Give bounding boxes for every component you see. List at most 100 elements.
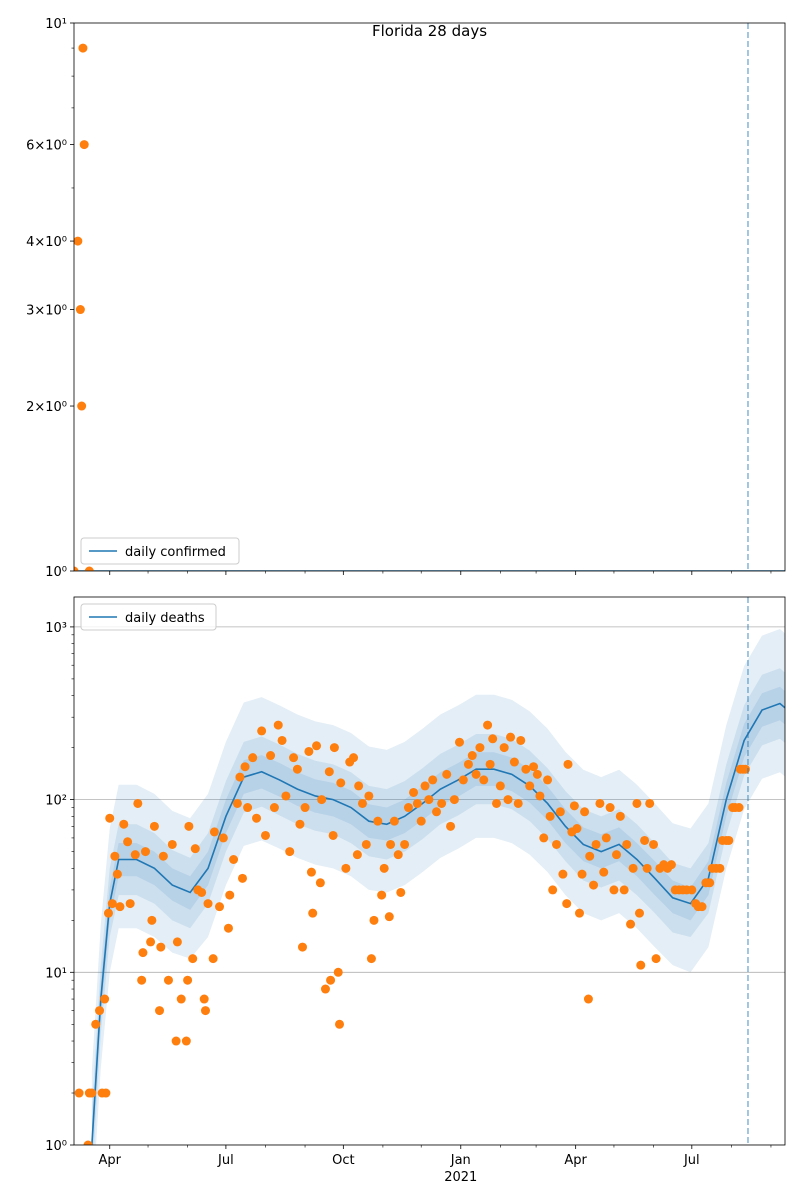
- data-point: [539, 833, 549, 843]
- data-point: [574, 908, 584, 918]
- data-point: [543, 775, 553, 785]
- data-point: [377, 890, 387, 900]
- data-point: [308, 908, 318, 918]
- data-point: [572, 824, 582, 834]
- data-point: [335, 1019, 345, 1029]
- y-tick-label: 10¹: [45, 17, 67, 32]
- data-point: [615, 811, 625, 821]
- data-point: [555, 807, 565, 817]
- data-point: [585, 851, 595, 861]
- data-point: [176, 994, 186, 1004]
- data-point: [506, 732, 516, 742]
- data-point: [133, 798, 143, 808]
- data-point: [369, 915, 379, 925]
- data-point: [552, 839, 562, 849]
- data-point: [437, 798, 447, 808]
- data-point: [636, 960, 646, 970]
- y-tick-label: 4×10⁰: [26, 235, 67, 250]
- data-point: [341, 863, 351, 873]
- data-point: [119, 819, 129, 829]
- y-tick-label: 10⁰: [45, 565, 67, 580]
- data-point: [373, 816, 383, 826]
- data-point: [622, 839, 632, 849]
- data-point: [295, 819, 305, 829]
- data-point: [147, 915, 157, 925]
- data-point: [499, 743, 509, 753]
- data-point: [386, 839, 396, 849]
- legend-label: daily confirmed: [125, 545, 226, 560]
- x-tick-label: Oct: [332, 1153, 354, 1168]
- data-point: [146, 937, 156, 947]
- data-point: [78, 43, 88, 53]
- y-tick-label: 10¹: [45, 966, 67, 981]
- data-point: [328, 830, 338, 840]
- data-point: [525, 781, 535, 791]
- data-point: [558, 869, 568, 879]
- uncertainty-band: [91, 686, 785, 1145]
- data-point: [326, 975, 336, 985]
- data-point: [595, 798, 605, 808]
- data-point: [281, 791, 291, 801]
- data-point: [420, 781, 430, 791]
- data-point: [87, 1088, 97, 1098]
- data-point: [705, 878, 715, 888]
- data-point: [503, 795, 513, 805]
- data-point: [79, 140, 89, 150]
- data-point: [432, 807, 442, 817]
- data-point: [218, 833, 228, 843]
- legend-box: [80, 537, 240, 565]
- data-point: [442, 769, 452, 779]
- data-point: [583, 994, 593, 1004]
- data-point: [609, 885, 619, 895]
- data-point: [628, 863, 638, 873]
- data-point: [734, 803, 744, 813]
- plot-area: [74, 43, 785, 571]
- data-point: [591, 839, 601, 849]
- data-point: [485, 759, 495, 769]
- data-point: [248, 753, 258, 763]
- data-point: [535, 791, 545, 801]
- data-point: [463, 759, 473, 769]
- data-point: [715, 863, 725, 873]
- data-point: [137, 975, 147, 985]
- y-tick-label: 6×10⁰: [26, 139, 67, 154]
- data-point: [724, 835, 734, 845]
- x-tick-label: Jan: [450, 1153, 471, 1168]
- data-point: [77, 401, 87, 411]
- data-point: [651, 954, 661, 964]
- data-point: [289, 753, 299, 763]
- data-point: [545, 811, 555, 821]
- data-point: [123, 837, 133, 847]
- data-point: [199, 994, 209, 1004]
- data-point: [149, 821, 159, 831]
- legend: daily confirmed: [80, 537, 240, 565]
- data-point: [632, 798, 642, 808]
- data-point: [601, 833, 611, 843]
- data-point: [479, 775, 489, 785]
- data-point: [243, 803, 253, 813]
- data-point: [277, 735, 287, 745]
- data-point: [269, 803, 279, 813]
- data-point: [83, 1140, 93, 1145]
- plot-area: [74, 626, 785, 1145]
- data-point: [384, 912, 394, 922]
- data-point: [237, 873, 247, 883]
- data-point: [424, 795, 434, 805]
- data-point: [75, 305, 85, 315]
- data-point: [306, 867, 316, 877]
- data-point: [232, 798, 242, 808]
- data-point: [352, 850, 362, 860]
- data-point: [389, 816, 399, 826]
- subplot: 10⁰ 10¹ 10² 10³ Apr Jul Oct Jan Apr Jul 2021 daily …: [45, 596, 786, 1185]
- data-point: [297, 942, 307, 952]
- data-point: [516, 735, 526, 745]
- x-tick-label: Apr: [564, 1153, 587, 1168]
- data-point: [619, 885, 629, 895]
- data-point: [300, 803, 310, 813]
- axes-frame: [73, 596, 786, 1146]
- data-point: [409, 787, 419, 797]
- data-point: [393, 850, 403, 860]
- data-point: [229, 854, 239, 864]
- data-point: [103, 908, 113, 918]
